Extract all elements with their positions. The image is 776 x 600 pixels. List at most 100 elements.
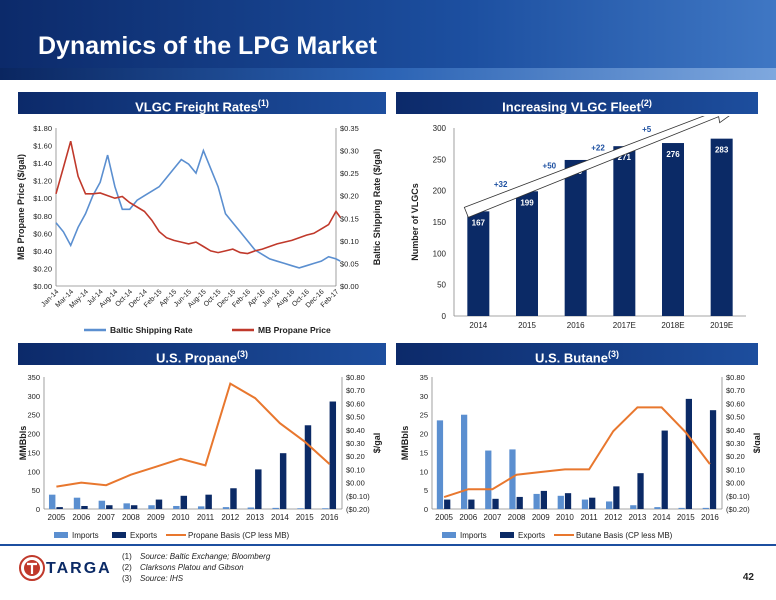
x-tick-label: 2013 bbox=[629, 513, 647, 522]
panel-title-freight: VLGC Freight Rates(1) bbox=[18, 92, 386, 114]
x-tick-label: 2015 bbox=[518, 321, 536, 330]
imports-bar bbox=[581, 499, 589, 509]
y2-tick-label: $0.00 bbox=[726, 479, 745, 488]
imports-bar bbox=[197, 506, 205, 509]
y-tick-label: 0 bbox=[36, 505, 40, 514]
y-tick-label: $1.80 bbox=[33, 124, 52, 133]
basis-line bbox=[443, 406, 711, 499]
exports-bar bbox=[304, 425, 312, 509]
exports-bar bbox=[255, 469, 262, 509]
y-tick-label: 15 bbox=[420, 448, 428, 457]
imports-bar bbox=[461, 414, 468, 509]
imports-bar bbox=[73, 497, 81, 509]
x-tick-label: 2011 bbox=[580, 513, 598, 522]
y2-tick-label: $0.00 bbox=[346, 479, 365, 488]
legend-swatch bbox=[500, 532, 514, 538]
y-tick-label: $0.40 bbox=[33, 247, 52, 256]
x-tick-label: 2009 bbox=[532, 513, 550, 522]
x-tick-label: 2010 bbox=[556, 513, 574, 522]
exports-bar bbox=[279, 453, 287, 509]
x-tick-label: 2014 bbox=[653, 513, 671, 522]
x-tick-label: 2005 bbox=[435, 513, 453, 522]
y-tick-label: $1.60 bbox=[33, 142, 52, 151]
panel-title-propane: U.S. Propane(3) bbox=[18, 343, 386, 365]
legend-label: Propane Basis (CP less MB) bbox=[188, 531, 290, 540]
y-tick-label: 300 bbox=[27, 392, 40, 401]
exports-bar bbox=[661, 430, 668, 509]
page-title: Dynamics of the LPG Market bbox=[38, 32, 377, 60]
y2-tick-label: $0.10 bbox=[340, 237, 359, 246]
footnote: (3) Source: IHS bbox=[122, 574, 184, 583]
exports-bar bbox=[685, 398, 692, 509]
y-tick-label: $1.00 bbox=[33, 194, 52, 203]
exports-bar bbox=[589, 497, 596, 509]
logo-wordmark: TARGA bbox=[46, 560, 112, 577]
y-tick-label: 150 bbox=[27, 448, 40, 457]
x-tick-label: 2016 bbox=[701, 513, 719, 522]
y2-tick-label: $0.60 bbox=[726, 399, 745, 408]
x-tick-label: 2008 bbox=[122, 513, 140, 522]
imports-bar bbox=[606, 501, 613, 509]
exports-bar bbox=[205, 494, 212, 509]
x-tick-label: 2012 bbox=[604, 513, 622, 522]
bar bbox=[662, 143, 684, 316]
y-tick-label: 10 bbox=[420, 467, 428, 476]
bar bbox=[467, 211, 490, 316]
y2-tick-label: $0.25 bbox=[340, 169, 359, 178]
imports-bar bbox=[148, 505, 155, 509]
y-tick-label: 50 bbox=[32, 486, 40, 495]
y2-tick-label: ($0.20) bbox=[726, 505, 750, 514]
y-tick-label: 150 bbox=[433, 218, 447, 227]
x-tick-label: 2016 bbox=[567, 321, 585, 330]
x-tick-label: 2018E bbox=[661, 321, 684, 330]
y-tick-label: 0 bbox=[424, 505, 428, 514]
footnotes: (1) Source: Baltic Exchange; Bloomberg (2… bbox=[122, 551, 270, 584]
y2-tick-label: $0.30 bbox=[346, 439, 365, 448]
y2-tick-label: $0.10 bbox=[726, 465, 745, 474]
legend-swatch bbox=[112, 532, 126, 538]
y2-tick-label: $0.40 bbox=[346, 426, 365, 435]
increment-label: +32 bbox=[494, 180, 508, 189]
y2-tick-label: $0.05 bbox=[340, 259, 359, 268]
increment-label: +22 bbox=[591, 143, 605, 152]
y2-tick-label: $0.30 bbox=[726, 439, 745, 448]
exports-bar bbox=[516, 496, 523, 509]
imports-bar bbox=[678, 507, 685, 509]
imports-bar bbox=[702, 507, 709, 509]
imports-bar bbox=[533, 493, 540, 509]
imports-bar bbox=[98, 500, 106, 509]
x-tick-label: 2006 bbox=[72, 513, 90, 522]
y-tick-label: 300 bbox=[433, 124, 447, 133]
x-tick-label: 2017E bbox=[613, 321, 636, 330]
y2-axis-title: $/gal bbox=[372, 433, 382, 454]
y-tick-label: $1.40 bbox=[33, 159, 52, 168]
exports-bar bbox=[468, 499, 475, 509]
vlgc-fleet-chart: 0501001502002503001672014199201524920162… bbox=[410, 116, 746, 330]
imports-bar bbox=[485, 450, 492, 509]
bar bbox=[613, 146, 636, 316]
y-tick-label: $0.80 bbox=[33, 212, 52, 221]
exports-bar bbox=[106, 505, 113, 509]
footnote: (2) Clarksons Platou and Gibson bbox=[122, 563, 244, 572]
bar-value-label: 283 bbox=[715, 146, 729, 155]
bar-value-label: 276 bbox=[666, 150, 680, 159]
imports-bar bbox=[247, 507, 255, 509]
bar bbox=[516, 191, 538, 316]
y-tick-label: 30 bbox=[420, 392, 428, 401]
exports-bar bbox=[637, 473, 644, 509]
y2-tick-label: $0.80 bbox=[346, 373, 365, 382]
imports-bar bbox=[654, 507, 661, 509]
x-tick-label: 2007 bbox=[97, 513, 115, 522]
x-tick-label: 2009 bbox=[147, 513, 165, 522]
x-tick-label: 2011 bbox=[197, 513, 215, 522]
x-tick-label: 2005 bbox=[48, 513, 66, 522]
y2-tick-label: ($0.20) bbox=[346, 505, 370, 514]
x-tick-label: 2016 bbox=[321, 513, 339, 522]
exports-bar bbox=[613, 486, 620, 509]
y2-tick-label: $0.35 bbox=[340, 124, 359, 133]
targa-logo bbox=[19, 555, 45, 581]
footnote: (1) Source: Baltic Exchange; Bloomberg bbox=[122, 552, 271, 561]
y-tick-label: 5 bbox=[424, 486, 428, 495]
y-tick-label: 200 bbox=[433, 187, 447, 196]
imports-bar bbox=[509, 449, 516, 509]
